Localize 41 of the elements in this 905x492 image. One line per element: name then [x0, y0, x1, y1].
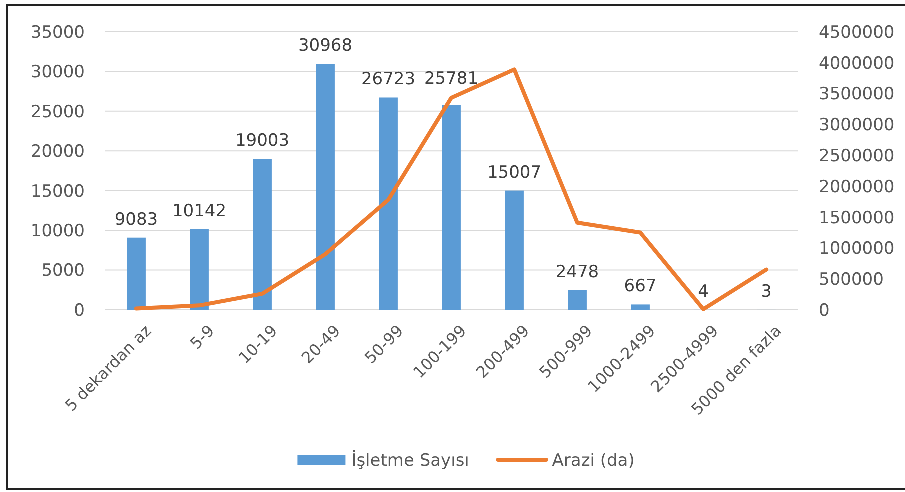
bar — [190, 229, 209, 310]
data-label: 26723 — [361, 70, 416, 90]
data-label: 667 — [624, 276, 657, 297]
y2-tick-label: 1000000 — [819, 239, 895, 260]
y2-tick-label: 4000000 — [819, 54, 895, 74]
y2-tick-label: 0 — [819, 300, 830, 321]
data-label: 10142 — [172, 201, 227, 222]
data-label: 19003 — [235, 131, 290, 152]
bar — [505, 190, 524, 310]
y-tick-label: 25000 — [30, 102, 85, 122]
bar — [127, 238, 146, 310]
y-tick-label: 10000 — [30, 222, 85, 242]
y-tick-label: 0 — [74, 300, 85, 321]
y-tick-label: 30000 — [30, 62, 85, 83]
y2-tick-label: 1500000 — [819, 208, 895, 228]
bar — [253, 159, 272, 310]
data-label: 15007 — [487, 162, 542, 183]
y-tick-label: 20000 — [30, 142, 85, 162]
x-tick-label: 5-9 — [186, 321, 218, 354]
y2-tick-label: 2000000 — [819, 177, 895, 198]
legend-label: İşletme Sayısı — [352, 450, 470, 471]
bar — [442, 105, 461, 310]
data-label: 25781 — [424, 69, 479, 90]
data-label: 9083 — [114, 210, 158, 230]
bar — [631, 304, 650, 310]
data-label: 3 — [761, 282, 772, 302]
data-label: 30968 — [298, 36, 353, 56]
y2-tick-label: 3000000 — [819, 116, 895, 136]
y2-tick-label: 2500000 — [819, 146, 895, 167]
bar — [568, 290, 587, 310]
y-tick-label: 35000 — [30, 22, 85, 43]
y-tick-label: 15000 — [30, 182, 85, 202]
bar — [316, 64, 335, 310]
data-label: 2478 — [556, 262, 600, 282]
legend-label: Arazi (da) — [552, 450, 635, 471]
data-label: 4 — [698, 282, 709, 302]
y2-tick-label: 3500000 — [819, 84, 895, 105]
bar — [379, 98, 398, 310]
y2-tick-label: 4500000 — [819, 22, 895, 43]
y-tick-label: 5000 — [42, 261, 85, 282]
y2-tick-label: 500000 — [819, 270, 884, 290]
